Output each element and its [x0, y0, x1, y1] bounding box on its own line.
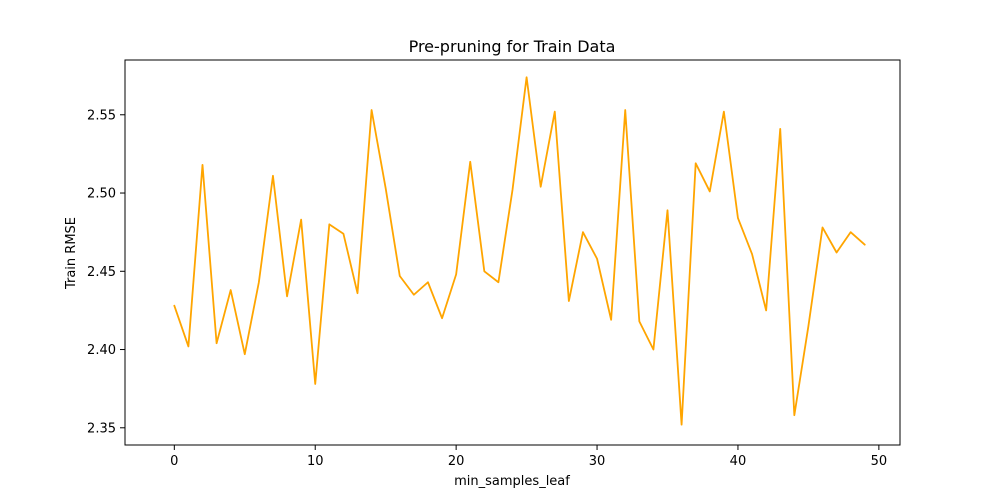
plot-area [125, 60, 900, 445]
y-axis-title: Train RMSE [64, 217, 79, 290]
series-line [173, 76, 866, 426]
x-tick-label: 10 [307, 454, 324, 469]
x-tick-label: 40 [730, 454, 747, 469]
x-tick-label: 30 [589, 454, 606, 469]
chart-title: Pre-pruning for Train Data [409, 37, 616, 56]
y-tick-label: 2.40 [87, 343, 116, 358]
x-axis-title: min_samples_leaf [454, 474, 570, 489]
plot-frame [124, 59, 901, 446]
x-tick-label: 0 [170, 454, 178, 469]
axis-ticks: 0 10 20 30 40 50 2.35 2.40 2.45 2.50 2.55 [87, 108, 887, 469]
y-tick-label: 2.35 [87, 421, 116, 436]
y-tick-label: 2.45 [87, 265, 116, 280]
y-tick-label: 2.55 [87, 108, 116, 123]
x-tick-label: 20 [448, 454, 465, 469]
y-tick-label: 2.50 [87, 187, 116, 202]
x-tick-label: 50 [871, 454, 888, 469]
